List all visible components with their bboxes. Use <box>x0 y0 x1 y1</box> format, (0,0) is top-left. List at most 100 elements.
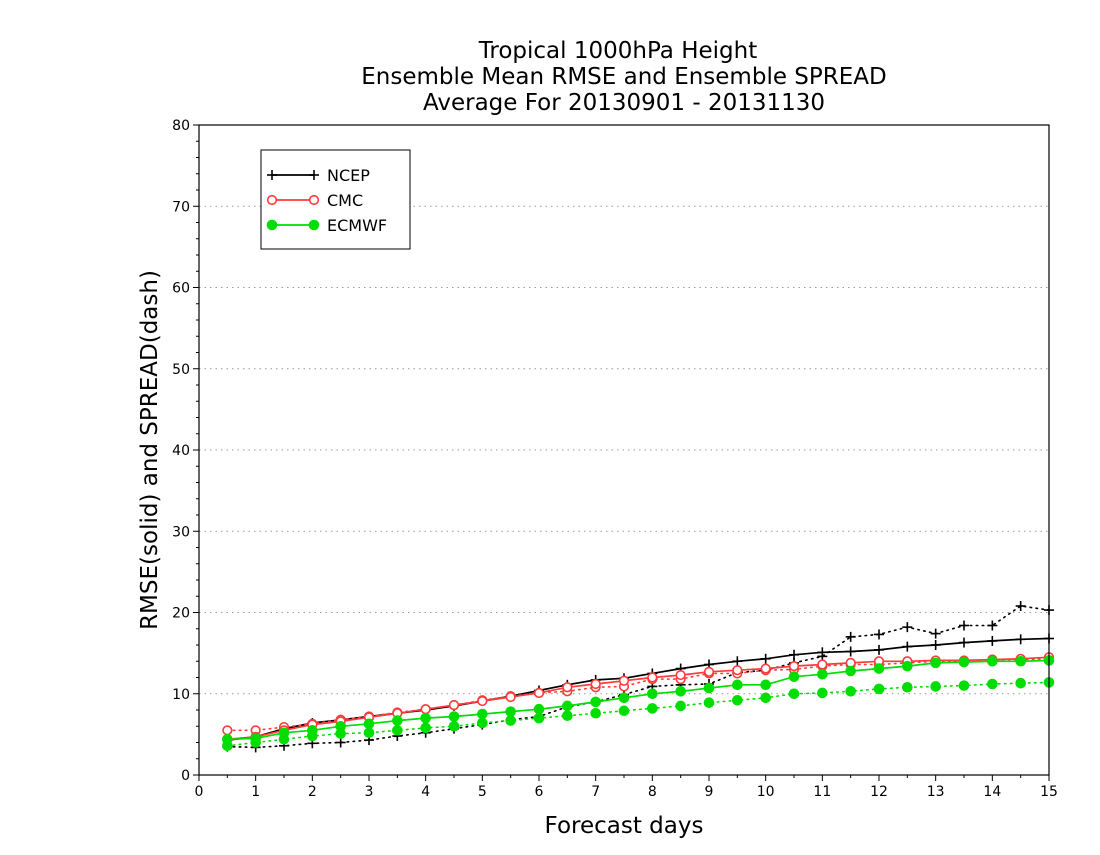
ecmwf-spread-point <box>788 688 800 700</box>
y-tick-label-10: 10 <box>172 687 190 703</box>
ncep-rmse-point <box>732 656 743 667</box>
ecmwf-rmse-point <box>363 718 375 730</box>
ecmwf-spread-point <box>902 681 913 693</box>
x-tick-label-3: 3 <box>365 784 374 800</box>
cmc-rmse-point <box>760 663 771 674</box>
ecmwf-rmse-point <box>703 682 715 694</box>
x-tick-label-14: 14 <box>983 784 1001 800</box>
cmc-rmse-point <box>788 661 800 672</box>
ecmwf-spread-point <box>873 683 885 695</box>
ecmwf-rmse-point <box>873 663 885 674</box>
ecmwf-rmse-point <box>335 720 346 732</box>
ecmwf-rmse-point <box>562 700 573 712</box>
ecmwf-spread-point <box>533 712 545 724</box>
ecmwf-spread-point <box>590 707 601 719</box>
ecmwf-spread-point <box>760 692 771 704</box>
cmc-rmse-point <box>477 695 488 707</box>
y-tick-label-60: 60 <box>172 281 190 297</box>
ecmwf-rmse-point <box>618 692 630 704</box>
legend: NCEP CMC ECMWF <box>260 149 411 250</box>
ecmwf-rmse-point <box>590 696 601 708</box>
cmc-rmse-point <box>420 704 431 715</box>
y-tick-label-70: 70 <box>172 199 190 215</box>
ecmwf-spread-point <box>505 715 516 726</box>
chart-title-line-2: Ensemble Mean RMSE and Ensemble SPREAD <box>361 64 886 90</box>
ncep-rmse-point <box>902 641 913 652</box>
ecmwf-rmse-point <box>902 660 913 672</box>
legend-label-cmc: CMC <box>327 191 363 210</box>
ncep-spread-point <box>874 629 884 640</box>
ncep-spread-point <box>1015 601 1026 611</box>
legend-marker-ncep-start <box>267 170 277 180</box>
legend-label-ncep: NCEP <box>327 166 370 185</box>
ecmwf-rmse-point <box>1015 655 1026 667</box>
ecmwf-rmse-point <box>817 668 828 680</box>
ecmwf-rmse-point <box>307 725 318 736</box>
chart-title-line-1: Tropical 1000hPa Height <box>478 38 758 64</box>
ncep-rmse-point <box>760 653 771 664</box>
ecmwf-rmse-point <box>732 679 743 691</box>
ecmwf-rmse-point <box>845 665 856 677</box>
ecmwf-rmse-point <box>987 655 998 667</box>
ecmwf-rmse-point <box>788 671 800 682</box>
cmc-rmse-point <box>448 700 460 711</box>
cmc-rmse-point <box>505 691 516 703</box>
x-tick-label-4: 4 <box>421 784 430 800</box>
y-tick-label-80: 80 <box>172 118 190 134</box>
x-tick-label-5: 5 <box>478 784 487 800</box>
legend-marker-cmc-end <box>308 194 320 206</box>
ecmwf-spread-point <box>675 700 686 712</box>
ecmwf-spread-point <box>448 720 460 732</box>
legend-marker-ncep-end <box>309 170 319 180</box>
ncep-spread-point <box>335 737 346 748</box>
legend-marker-ecmwf-start <box>266 219 278 231</box>
ecmwf-rmse-point <box>250 733 261 744</box>
ecmwf-spread-point <box>477 717 488 729</box>
cmc-rmse-point <box>647 672 658 683</box>
ecmwf-spread-point <box>845 686 856 697</box>
ecmwf-spread-point <box>817 687 828 699</box>
x-tick-label-0: 0 <box>195 784 204 800</box>
cmc-rmse-point <box>533 687 545 699</box>
y-axis-label: RMSE(solid) and SPREAD(dash) <box>137 270 163 630</box>
ecmwf-spread-point <box>732 694 743 706</box>
ncep-spread-point <box>959 620 969 631</box>
x-tick-label-10: 10 <box>757 784 775 800</box>
ncep-rmse-point <box>874 644 884 655</box>
ecmwf-rmse-point <box>222 733 233 745</box>
cmc-rmse-point <box>732 665 743 676</box>
ecmwf-rmse-point <box>448 711 460 722</box>
x-tick-label-13: 13 <box>927 784 945 800</box>
ecmwf-rmse-point <box>675 686 686 697</box>
x-tick-label-12: 12 <box>870 784 888 800</box>
ncep-rmse-point <box>959 637 969 648</box>
ncep-rmse-point <box>789 649 799 660</box>
ecmwf-spread-point <box>618 705 630 717</box>
ecmwf-rmse-point <box>505 706 516 717</box>
ncep-spread-point <box>845 631 856 642</box>
ecmwf-spread-point <box>392 725 403 736</box>
x-tick-label-15: 15 <box>1040 784 1058 800</box>
ecmwf-rmse-point <box>420 712 431 724</box>
y-tick-label-0: 0 <box>181 768 190 784</box>
ncep-rmse-point <box>930 640 941 650</box>
ecmwf-rmse-point <box>278 727 290 739</box>
x-tick-label-2: 2 <box>308 784 317 800</box>
legend-marker-cmc-start <box>266 194 278 206</box>
x-axis-label: Forecast days <box>545 813 704 839</box>
x-tick-label-11: 11 <box>813 784 831 800</box>
ecmwf-rmse-point <box>760 679 771 691</box>
ecmwf-spread-point <box>647 703 658 714</box>
cmc-spread-point <box>222 725 233 736</box>
ecmwf-rmse-point <box>477 708 488 720</box>
x-tick-label-8: 8 <box>648 784 657 800</box>
ncep-spread-point <box>902 622 913 633</box>
legend-label-ecmwf: ECMWF <box>327 216 387 235</box>
ecmwf-spread-point <box>703 697 715 708</box>
cmc-rmse-point <box>675 669 686 681</box>
ecmwf-rmse-point <box>647 688 658 700</box>
ecmwf-rmse-point <box>958 656 970 668</box>
